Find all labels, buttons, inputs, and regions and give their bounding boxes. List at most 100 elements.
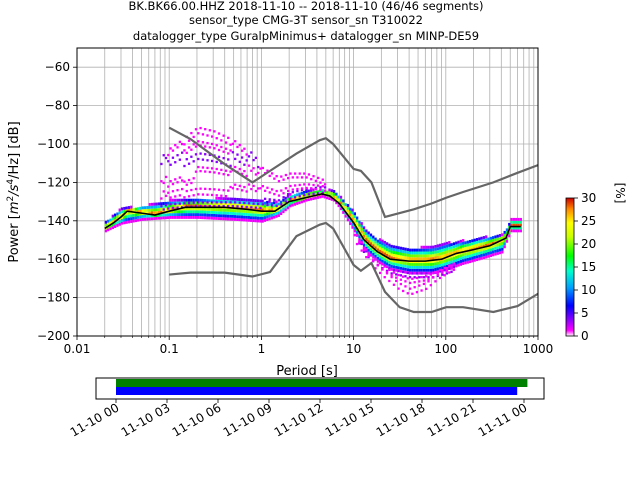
density-cell (107, 228, 110, 232)
density-outlier-cell (215, 167, 218, 171)
density-cell (413, 271, 416, 275)
density-outlier-cell (291, 176, 294, 179)
density-cell (441, 260, 444, 264)
density-cell (337, 204, 340, 208)
density-outlier-cell (408, 276, 412, 279)
density-cell (148, 205, 151, 209)
density-outlier-cell (280, 189, 283, 192)
density-cell (445, 247, 449, 251)
density-cell (249, 219, 253, 222)
density-cell (289, 204, 292, 208)
density-cell (213, 199, 216, 203)
density-outlier-cell (204, 145, 207, 148)
density-cell (222, 200, 225, 203)
density-cell (245, 198, 248, 202)
density-cell (457, 243, 460, 247)
density-cell (415, 268, 419, 272)
density-cell (487, 249, 490, 252)
density-outlier-cell (183, 196, 186, 199)
density-outlier-cell (323, 189, 327, 192)
density-cell (436, 253, 439, 256)
density-outlier-cell (174, 195, 177, 198)
density-cell (226, 197, 230, 201)
density-cell (362, 234, 366, 238)
density-cell (291, 203, 294, 207)
density-cell (249, 201, 253, 205)
density-cell (374, 240, 377, 244)
density-cell (515, 226, 518, 230)
density-cell (441, 254, 444, 258)
density-outlier-cell (174, 143, 177, 147)
density-cell (427, 251, 430, 255)
density-outlier-cell (293, 184, 297, 187)
density-cell (240, 212, 244, 216)
density-cell (436, 264, 439, 268)
density-outlier-cell (208, 170, 211, 174)
density-outlier-cell (300, 187, 304, 190)
density-outlier-cell (227, 136, 230, 140)
density-cell (330, 189, 333, 193)
density-cell (266, 206, 269, 210)
density-cell (369, 233, 373, 237)
density-cell (245, 210, 248, 213)
density-outlier-cell (367, 253, 370, 256)
density-outlier-cell (204, 187, 207, 191)
density-cell (487, 251, 490, 255)
density-cell (180, 204, 184, 208)
density-outlier-cell (243, 185, 246, 189)
density-cell (169, 207, 172, 211)
density-outlier-cell (418, 284, 421, 287)
density-cell (155, 214, 158, 217)
density-cell (429, 251, 433, 255)
density-cell (130, 217, 133, 221)
density-cell (282, 210, 285, 214)
density-cell (491, 253, 495, 257)
density-cell (194, 210, 197, 214)
density-outlier-cell (296, 176, 299, 179)
density-outlier-cell (254, 206, 258, 209)
density-outlier-cell (234, 157, 237, 161)
density-outlier-cell (298, 172, 301, 175)
psd-plot-area: 0.01 0.1 1 10 100 1000 −60−80−100−120−140−160… (37, 47, 553, 356)
density-outlier-cell (217, 188, 221, 191)
density-outlier-cell (208, 153, 211, 157)
density-cell (478, 243, 481, 247)
density-outlier-cell (250, 206, 253, 209)
density-outlier-cell (220, 139, 223, 142)
density-cell (406, 253, 410, 257)
density-cell (259, 211, 262, 214)
density-cell (217, 202, 221, 206)
density-cell (153, 211, 156, 215)
density-cell (358, 238, 361, 241)
density-cell (436, 244, 439, 248)
density-cell (183, 198, 186, 202)
density-cell (104, 229, 108, 233)
density-outlier-cell (181, 179, 184, 182)
density-outlier-cell (390, 275, 393, 279)
density-cell (220, 197, 223, 200)
density-cell (409, 263, 412, 266)
density-cell (462, 239, 465, 242)
density-cell (162, 213, 165, 217)
density-cell (487, 254, 490, 258)
density-cell (277, 202, 280, 206)
density-cell (369, 250, 373, 254)
density-cell (434, 256, 437, 260)
density-cell (346, 204, 350, 207)
density-cell (309, 189, 313, 192)
density-cell (171, 210, 174, 214)
density-outlier-cell (266, 203, 269, 207)
density-cell (319, 195, 322, 199)
density-cell (332, 192, 336, 196)
density-cell (328, 191, 331, 195)
density-outlier-cell (406, 277, 409, 280)
density-outlier-cell (254, 156, 258, 159)
density-cell (468, 245, 472, 249)
density-cell (107, 219, 110, 223)
density-cell (406, 248, 410, 252)
density-outlier-cell (434, 280, 437, 283)
density-cell (455, 250, 458, 254)
density-outlier-cell (261, 203, 264, 206)
density-outlier-cell (213, 130, 216, 133)
density-outlier-cell (240, 205, 244, 208)
